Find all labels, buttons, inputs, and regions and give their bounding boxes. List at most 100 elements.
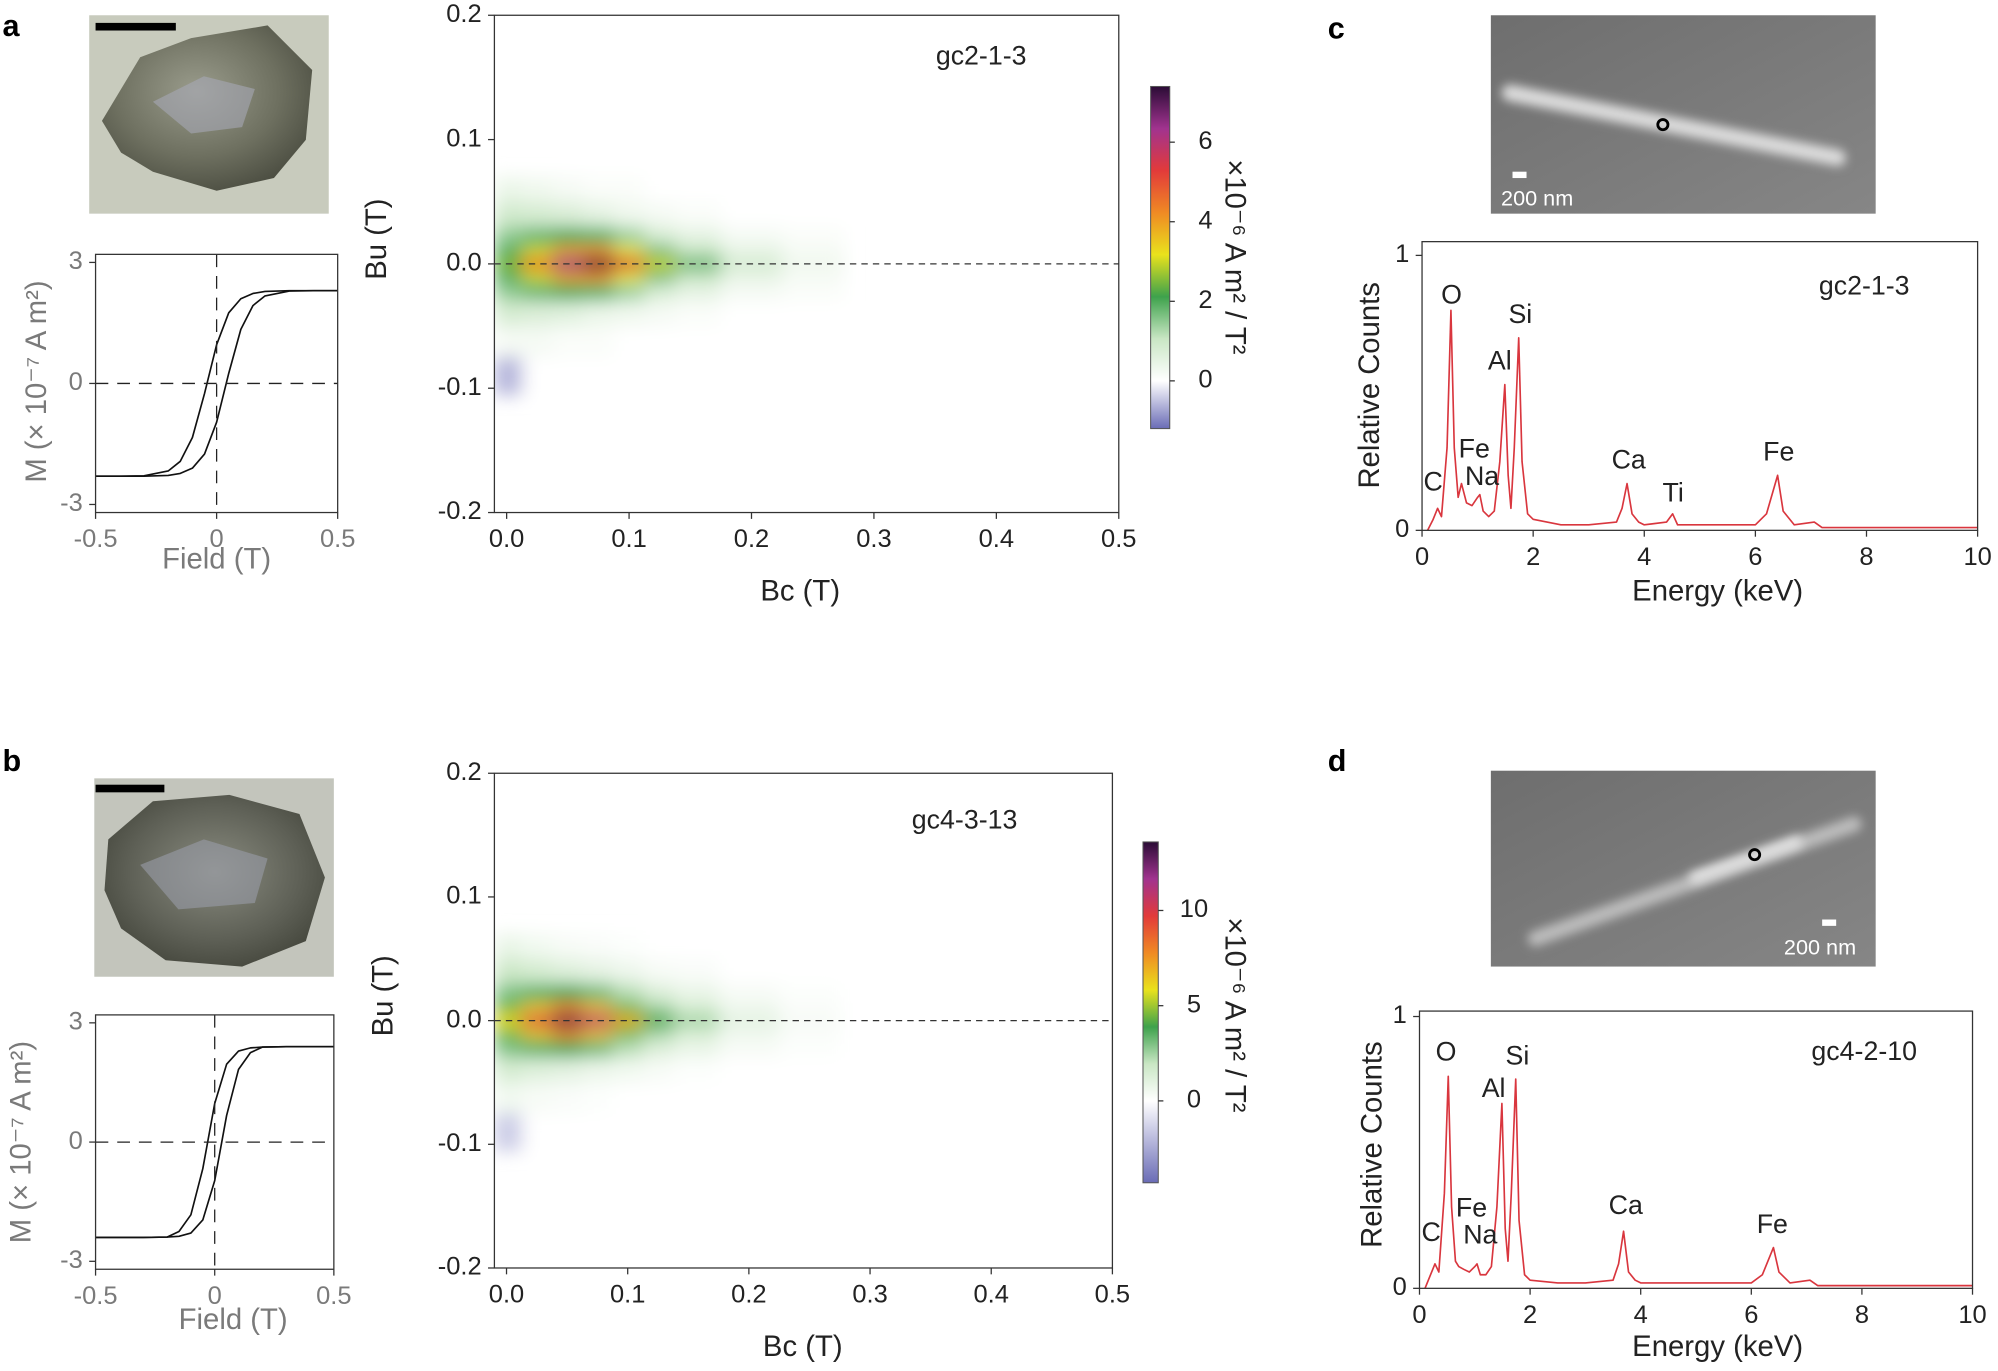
- heatmap-cell: [494, 357, 523, 396]
- peak-label: Si: [1508, 299, 1532, 329]
- x-tick-label: 6: [1744, 1301, 1758, 1329]
- heatmap-cell: [720, 282, 783, 302]
- panel-label: a: [3, 9, 21, 43]
- peak-label: Ti: [1663, 478, 1684, 508]
- heatmap-cell: [521, 282, 554, 302]
- y-tick-label: -0.2: [438, 497, 482, 525]
- heatmap-cell: [720, 176, 783, 203]
- heatmap-cell: [720, 226, 783, 246]
- x-tick-label: 0.0: [489, 525, 524, 553]
- x-tick-label: 0.3: [856, 525, 891, 553]
- heatmap-cell: [673, 1082, 720, 1115]
- x-tick-label: 4: [1637, 543, 1651, 571]
- peak-label: Fe: [1763, 436, 1794, 466]
- sample-label: gc2-1-3: [936, 40, 1027, 70]
- y-tick-label: -3: [60, 1246, 83, 1274]
- heatmap-cell: [673, 1026, 720, 1040]
- heatmap-cell: [718, 934, 780, 960]
- colorbar-tick-label: 6: [1198, 127, 1212, 155]
- heatmap-cell: [521, 176, 554, 203]
- colorbar-label: ×10⁻⁶ A m² / T²: [1219, 159, 1251, 354]
- heatmap-cell: [720, 270, 783, 284]
- y-tick-label: 0.0: [446, 1005, 481, 1033]
- heatmap-cell: [613, 326, 646, 358]
- y-tick-label: -3: [60, 489, 83, 517]
- heatmap-cell: [612, 1113, 644, 1152]
- y-tick-label: -0.1: [438, 373, 482, 401]
- x-tick-label: 0.1: [611, 525, 646, 553]
- heatmap-cell: [494, 270, 523, 284]
- y-tick-label: 0.1: [446, 124, 481, 152]
- heatmap-cell: [644, 245, 676, 259]
- heatmap-cell: [644, 176, 676, 203]
- heatmap-cell: [494, 245, 523, 259]
- heatmap-cell: [782, 201, 844, 228]
- heatmap-cell: [718, 1039, 780, 1059]
- heatmap-cell: [718, 1057, 780, 1084]
- heatmap-cell: [642, 1057, 674, 1084]
- x-tick-label: -0.5: [74, 525, 118, 553]
- peak-label: Fe: [1459, 434, 1490, 464]
- x-tick-label: 4: [1634, 1301, 1648, 1329]
- heatmap-cell: [552, 270, 584, 284]
- x-tick-label: 6: [1748, 543, 1762, 571]
- heatmap-cell: [583, 326, 615, 358]
- heatmap-cell: [583, 282, 615, 302]
- y-tick-label: 0: [69, 368, 83, 396]
- chart: -0.5 0 0.5 -3 0 3 Field (T) M (× 10⁻⁷ A m²): [6, 1008, 352, 1337]
- heatmap-cell: [612, 1039, 644, 1059]
- heatmap-cell: [582, 1039, 614, 1059]
- x-tick-label: 2: [1526, 543, 1540, 571]
- x-tick-label: 0.5: [1101, 525, 1136, 553]
- y-tick-label: 0.0: [446, 249, 481, 277]
- heatmap-cell: [552, 245, 584, 259]
- heatmap-cell: [551, 1026, 583, 1040]
- heatmap-cell: [521, 958, 553, 985]
- heatmap-cell: [521, 201, 554, 228]
- heatmap-cell: [782, 282, 844, 302]
- y-tick-label: -0.1: [438, 1129, 482, 1157]
- y-tick-label: 0.2: [446, 0, 481, 28]
- y-tick-label: 0: [69, 1127, 83, 1155]
- heatmap-cell: [782, 357, 844, 396]
- panel-label: b: [3, 744, 22, 778]
- x-tick-label: 0.5: [320, 525, 355, 553]
- sample-photo-a: [89, 15, 329, 214]
- heatmap-cell: [582, 1082, 614, 1115]
- heatmap-cell: [552, 201, 584, 228]
- heatmap-cell: [612, 1014, 644, 1028]
- heatmap-cell: [521, 1002, 553, 1016]
- colorbar: [1150, 85, 1171, 430]
- data-line: [1426, 309, 1978, 531]
- heatmap-cell: [551, 983, 583, 1003]
- colorbar-tick-label: 2: [1198, 286, 1212, 314]
- heatmap-cell: [642, 1039, 674, 1059]
- sem-image-c: [1490, 15, 1876, 214]
- x-tick-label: -0.5: [74, 1282, 118, 1310]
- heatmap-cell: [494, 1113, 523, 1152]
- heatmap-cell: [674, 257, 722, 271]
- heatmap-cell: [779, 1057, 841, 1084]
- data-line: [95, 289, 338, 478]
- heatmap-cell: [582, 1002, 614, 1016]
- heatmap-cell: [612, 1057, 644, 1084]
- heatmap-cell: [521, 1014, 553, 1028]
- heatmap-cell: [551, 1082, 583, 1115]
- heatmap-cell: [551, 934, 583, 960]
- x-tick-label: 0.1: [610, 1281, 645, 1309]
- heatmap-cell: [521, 1082, 553, 1115]
- heatmap: [494, 176, 844, 396]
- heatmap-cell: [521, 983, 553, 1003]
- y-tick-label: 0: [1393, 1273, 1407, 1301]
- y-tick-label: -0.2: [438, 1253, 482, 1281]
- heatmap-cell: [673, 1039, 720, 1059]
- heatmap-cell: [582, 934, 614, 960]
- x-tick-label: 2: [1523, 1301, 1537, 1329]
- x-axis-label: Energy (keV): [1632, 575, 1803, 607]
- heatmap-cell: [521, 1039, 553, 1059]
- panel-label: c: [1328, 12, 1345, 46]
- heatmap-cell: [674, 282, 722, 302]
- plot-frame: [1421, 241, 1979, 531]
- y-axis-label: Relative Counts: [1354, 282, 1386, 488]
- heatmap-cell: [613, 201, 646, 228]
